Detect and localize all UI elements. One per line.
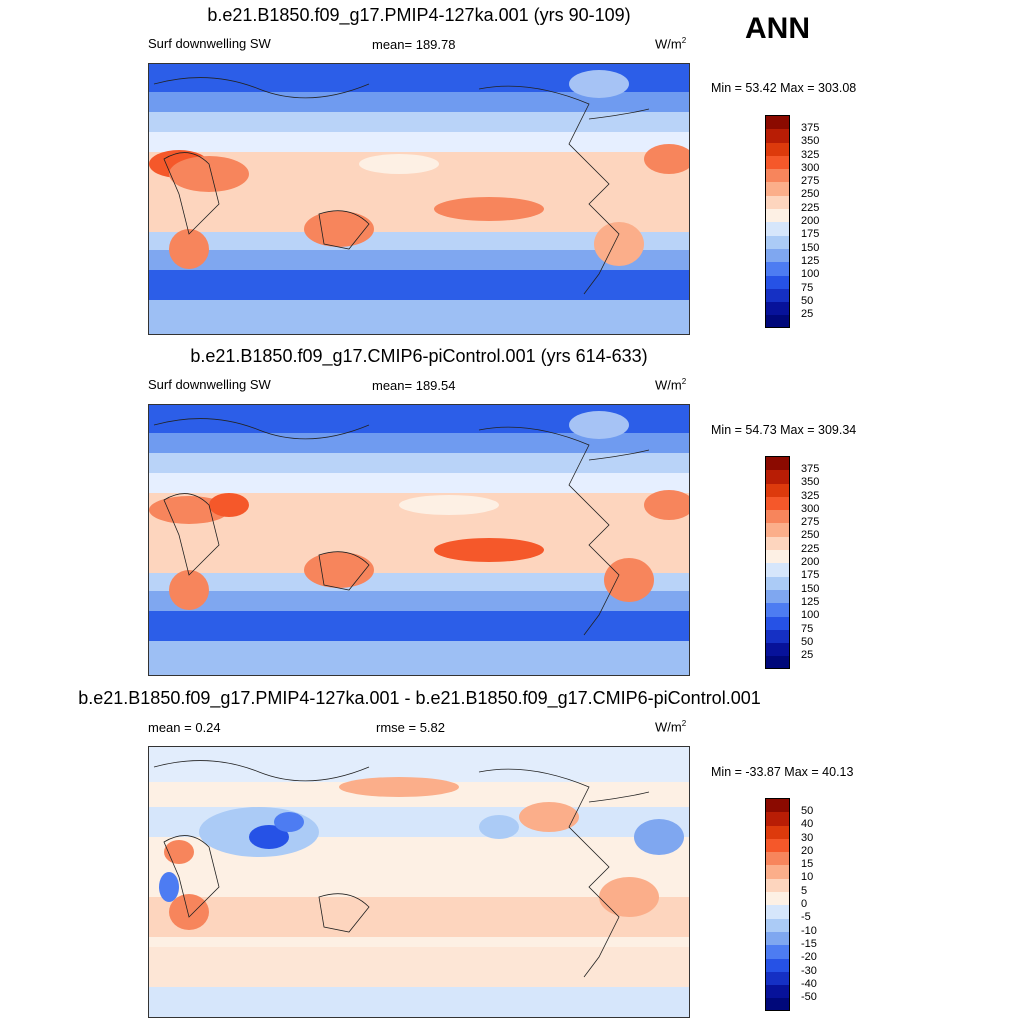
tick-label: 20 — [801, 844, 814, 857]
tick-label: 350 — [801, 135, 820, 148]
panel2-mean-label: mean= 189.54 — [372, 378, 456, 393]
tick-label: 200 — [801, 556, 820, 569]
tick-label: -50 — [801, 991, 817, 1004]
tick-label: 25 — [801, 308, 814, 321]
panel3-rmse-label: rmse = 5.82 — [376, 720, 446, 735]
panel2-colorbar-ticks: 375 350 325 300 275 250 225 200 175 150 125 100 75 50… — [801, 463, 819, 662]
tick-label: 150 — [801, 241, 820, 254]
tick-label: 350 — [801, 476, 820, 489]
panel1-colorbar-ticks: 375 350 325 300 275 250 225 200 175 150 125 100 75 50… — [801, 122, 819, 321]
panel1-colorbar — [765, 115, 790, 328]
panel1-map — [148, 63, 690, 335]
panel2-title: b.e21.B1850.f09_g17.CMIP6-piControl.001 … — [190, 346, 648, 366]
season-label: ANN — [745, 12, 810, 45]
panel1-variable-label: Surf downwelling SW — [148, 36, 271, 51]
panel3-colorbar-ticks: 50 40 30 20 15 10 5 0 -5 -10 -15 -20 -30 -40 -50 — [801, 805, 817, 1004]
panel3-colorbar — [765, 798, 790, 1011]
panel3-map — [148, 746, 690, 1018]
tick-label: -30 — [801, 964, 817, 977]
panel3-units: W/m2 — [655, 719, 687, 735]
tick-label: -5 — [801, 911, 811, 924]
tick-label: 225 — [801, 542, 820, 555]
panel1-units: W/m2 — [655, 36, 687, 52]
tick-label: 125 — [801, 595, 820, 608]
tick-label: -20 — [801, 951, 817, 964]
tick-label: 50 — [801, 805, 814, 817]
panel2-colorbar — [765, 456, 790, 669]
panel2-units: W/m2 — [655, 377, 687, 393]
tick-label: 175 — [801, 569, 820, 582]
tick-label: 125 — [801, 254, 820, 267]
tick-label: 325 — [801, 489, 820, 502]
panel2-minmax: Min = 54.73 Max = 309.34 — [711, 423, 857, 437]
tick-label: 175 — [801, 228, 820, 241]
tick-label: 225 — [801, 201, 820, 214]
tick-label: 75 — [801, 622, 814, 635]
tick-label: 300 — [801, 161, 820, 174]
tick-label: 275 — [801, 516, 820, 529]
tick-label: 150 — [801, 582, 820, 595]
tick-label: 25 — [801, 649, 814, 662]
tick-label: 100 — [801, 609, 820, 622]
tick-label: 250 — [801, 529, 820, 542]
tick-label: 200 — [801, 215, 820, 228]
tick-label: 275 — [801, 175, 820, 188]
tick-label: -15 — [801, 937, 817, 950]
tick-label: 375 — [801, 463, 820, 475]
tick-label: 50 — [801, 635, 814, 648]
tick-label: -10 — [801, 924, 817, 937]
tick-label: 0 — [801, 898, 808, 911]
panel3-minmax: Min = -33.87 Max = 40.13 — [711, 765, 854, 779]
tick-label: 300 — [801, 502, 820, 515]
tick-label: 375 — [801, 122, 820, 134]
tick-label: 250 — [801, 188, 820, 201]
tick-label: 30 — [801, 831, 814, 844]
tick-label: 15 — [801, 858, 814, 871]
tick-label: 50 — [801, 294, 814, 307]
tick-label: -40 — [801, 977, 817, 990]
tick-label: 100 — [801, 268, 820, 281]
tick-label: 10 — [801, 871, 814, 884]
tick-label: 325 — [801, 148, 820, 161]
panel1-mean-label: mean= 189.78 — [372, 37, 456, 52]
panel1-minmax: Min = 53.42 Max = 303.08 — [711, 81, 857, 95]
panel3-title: b.e21.B1850.f09_g17.PMIP4-127ka.001 - b.… — [78, 688, 761, 708]
tick-label: 5 — [801, 884, 808, 897]
tick-label: 40 — [801, 818, 814, 831]
tick-label: 75 — [801, 281, 814, 294]
panel2-map — [148, 404, 690, 676]
panel2-variable-label: Surf downwelling SW — [148, 377, 271, 392]
panel3-mean-label: mean = 0.24 — [148, 720, 221, 735]
panel1-title: b.e21.B1850.f09_g17.PMIP4-127ka.001 (yrs… — [207, 5, 631, 25]
